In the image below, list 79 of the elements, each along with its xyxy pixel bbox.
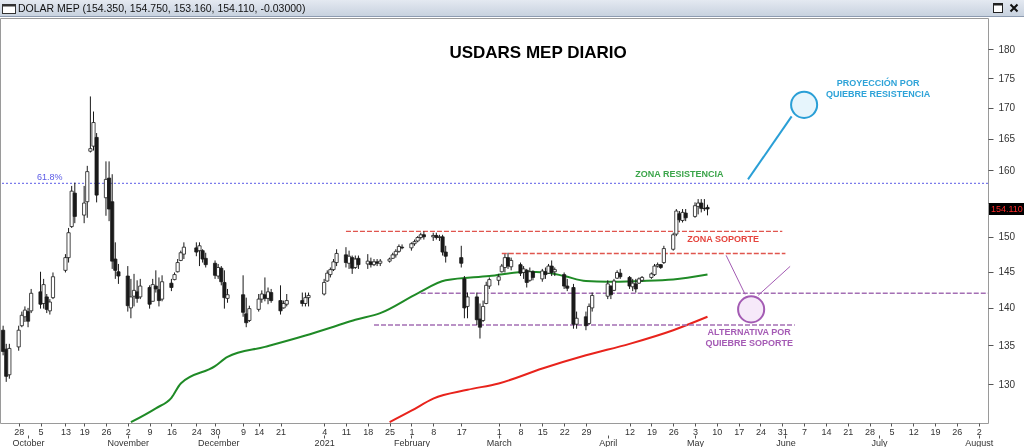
x-tick-label: 22: [559, 426, 570, 437]
x2-tick-label: June: [776, 437, 796, 447]
x-tick-label: 28: [14, 426, 25, 437]
x-tick-label: 17: [734, 426, 745, 437]
x-tick-label: 15: [537, 426, 548, 437]
y-tick-label: 160: [998, 164, 1016, 176]
x-tick-label: 1: [409, 426, 415, 437]
x-tick-label: 16: [166, 426, 177, 437]
y-tick-label: 135: [998, 339, 1016, 351]
x-tick-label: 18: [363, 426, 374, 437]
annotation: ZONA RESISTENCIA: [635, 169, 725, 180]
x2-tick-label: August: [965, 437, 994, 447]
x2-tick-label: November: [107, 437, 150, 447]
x-tick-label: 12: [625, 426, 636, 437]
text: DOLAR MEP (154.350, 154.750, 153.160, 154.110, -0.03000): [18, 2, 306, 14]
x-tick-label: 26: [101, 426, 112, 437]
x-tick-label: 21: [843, 426, 854, 437]
y-tick-label: 140: [998, 302, 1016, 314]
x2-tick-label: July: [871, 437, 888, 447]
x-tick-label: 3: [693, 426, 699, 437]
candlestick: [160, 274, 165, 302]
x-tick-label: 26: [668, 426, 679, 437]
x-tick-label: 19: [79, 426, 90, 437]
annotation: PROYECCIÓN POR QUIEBRE RESISTENCIA: [826, 76, 931, 99]
candlestick: [459, 245, 464, 268]
y-tick-label: 150: [998, 231, 1016, 243]
x-tick-label: 12: [908, 426, 919, 437]
x-tick-label: 11: [341, 426, 352, 437]
x-tick-label: 30: [210, 426, 221, 437]
x-tick-label: 28: [865, 426, 876, 437]
x-tick-label: 21: [276, 426, 287, 437]
x-tick-label: 24: [755, 426, 766, 437]
x-tick-label: 19: [930, 426, 941, 437]
x2-tick-label: April: [599, 437, 618, 447]
y-tick-label: 145: [998, 266, 1016, 278]
x-tick-label: 9: [147, 426, 153, 437]
x-tick-label: 14: [821, 426, 832, 437]
x-tick-label: 8: [518, 426, 524, 437]
x-tick-label: 10: [712, 426, 723, 437]
x-tick-label: 14: [254, 426, 265, 437]
candlestick: [72, 182, 77, 224]
x-tick-label: 8: [431, 426, 437, 437]
y-tick-label: 165: [998, 133, 1016, 145]
x2-tick-label: 2021: [314, 437, 335, 447]
x-tick-label: 17: [456, 426, 467, 437]
x2-tick-label: December: [197, 437, 240, 447]
x-tick-label: 31: [777, 426, 788, 437]
x-tick-label: 19: [646, 426, 657, 437]
x-tick-label: 1: [496, 426, 502, 437]
x-tick-label: 5: [889, 426, 895, 437]
annotation: 61.8%: [37, 172, 63, 183]
y-tick-label: 130: [998, 378, 1016, 390]
y-tick-label: 170: [998, 102, 1016, 114]
x-tick-label: 29: [581, 426, 592, 437]
annotation: ZONA SOPORTE: [687, 234, 759, 245]
x2-tick-label: May: [687, 437, 705, 447]
x2-tick-label: October: [12, 437, 45, 447]
candlestick: [400, 243, 405, 250]
x-tick-label: 24: [191, 426, 202, 437]
x-tick-label: 25: [385, 426, 396, 437]
candlestick: [22, 305, 27, 323]
x-tick-label: 2: [976, 426, 982, 437]
candlestick: [661, 245, 666, 265]
x-tick-label: 5: [38, 426, 44, 437]
x-tick-label: 4: [322, 426, 328, 437]
x-tick-label: 9: [241, 426, 247, 437]
candlestick: [16, 325, 21, 352]
text: USDARS MEP DIARIO: [449, 43, 627, 62]
x-tick-label: 13: [60, 426, 71, 437]
y-tick-label: 180: [998, 43, 1016, 55]
x-tick-label: 26: [952, 426, 963, 437]
annotation: ALTERNATIVA POR QUIEBRE SOPORTE: [705, 327, 793, 349]
x2-tick-label: March: [486, 437, 512, 447]
candlestick: [50, 271, 55, 300]
x2-tick-label: February: [393, 437, 431, 447]
y-tick-label: 175: [998, 72, 1016, 84]
x-tick-label: 2: [125, 426, 131, 437]
x-tick-label: 7: [802, 426, 808, 437]
candlestick: [138, 278, 143, 300]
